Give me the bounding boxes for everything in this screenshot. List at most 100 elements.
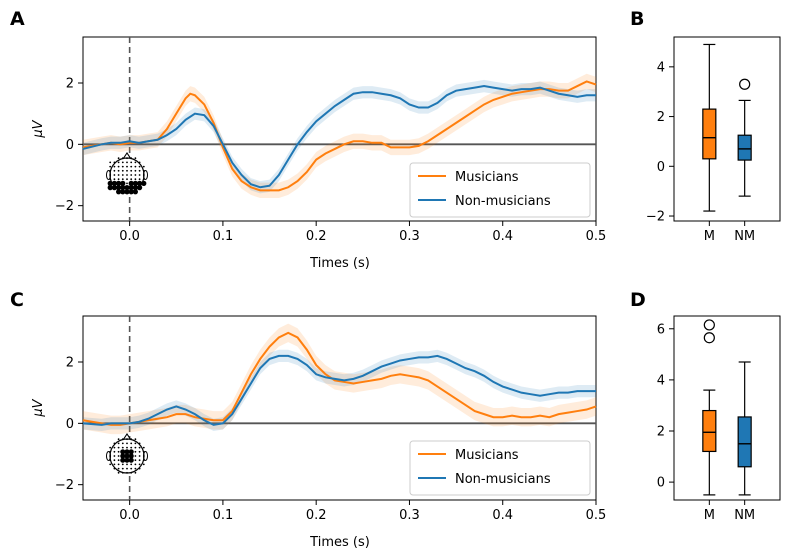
electrode	[121, 463, 124, 466]
y-axis-label: μV	[31, 398, 46, 417]
electrode	[126, 157, 128, 160]
electrode	[126, 446, 128, 449]
plot-area: M NM 0 2 4 6	[657, 319, 755, 523]
electrode	[130, 467, 133, 470]
panel-letter-b: B	[630, 8, 644, 30]
electrode	[117, 438, 120, 441]
electrode	[134, 455, 137, 457]
plot-area: M NM −2 0 2 4	[646, 43, 755, 244]
electrode-highlight	[132, 189, 138, 195]
electrode	[121, 174, 124, 176]
electrode	[126, 438, 128, 441]
electrode-highlight	[120, 457, 126, 463]
electrode	[142, 174, 145, 176]
electrode	[113, 174, 116, 176]
electrode	[130, 471, 133, 474]
electrode	[142, 169, 145, 172]
electrode	[113, 446, 116, 449]
electrode	[113, 463, 116, 466]
legend-box	[409, 162, 591, 218]
y-tick-label: −2	[55, 478, 74, 493]
axes-frame	[82, 315, 597, 501]
electrode	[113, 467, 116, 470]
electrode	[142, 450, 145, 453]
electrode	[117, 455, 120, 457]
electrode	[109, 459, 112, 462]
electrode	[109, 463, 112, 466]
panel-letter-d: D	[630, 289, 646, 311]
x-axis-label: Times (s)	[309, 256, 370, 271]
electrode-highlight	[137, 180, 143, 186]
electrode-highlight	[120, 449, 126, 455]
electrode	[134, 459, 137, 462]
electrode	[126, 182, 128, 185]
electrode	[142, 165, 145, 168]
legend: Musicians Non-musicians	[409, 162, 591, 218]
electrode	[138, 174, 141, 176]
y-tick-label: 6	[657, 322, 665, 337]
electrode	[113, 455, 116, 457]
electrode-highlight	[132, 185, 138, 191]
electrode	[130, 442, 133, 445]
electrode	[126, 178, 128, 181]
electrode	[109, 455, 112, 457]
x-tick-label: 0.2	[306, 508, 327, 523]
electrode	[117, 446, 120, 449]
y-tick-label: −2	[55, 199, 74, 214]
y-tick-label: 0	[657, 476, 665, 491]
y-tick-label: 2	[657, 110, 665, 125]
electrode-highlight	[128, 453, 134, 459]
y-axis-label: μV	[31, 119, 46, 138]
electrode	[126, 165, 128, 168]
boxplot-panel-b: M NM −2 0 2 4	[646, 36, 781, 244]
electrode-highlight	[128, 449, 134, 455]
electrode-highlight	[124, 453, 130, 459]
electrode-highlight	[128, 180, 134, 186]
electrode	[130, 446, 133, 449]
legend-label-musicians: Musicians	[455, 170, 519, 185]
electrode	[130, 157, 133, 160]
confidence-band-non-musicians	[83, 349, 596, 431]
electrode-highlight	[120, 185, 126, 191]
electrode-highlight	[120, 180, 126, 186]
electrode	[134, 169, 137, 172]
electrode	[134, 467, 137, 470]
panel-letter-a: A	[10, 8, 25, 30]
x-tick-label: M	[704, 229, 715, 244]
electrode	[117, 165, 120, 168]
x-tick-label: NM	[734, 229, 755, 244]
y-tick-label: 4	[657, 373, 665, 388]
electrode	[126, 463, 128, 466]
electrode-highlight	[107, 180, 113, 186]
electrode	[121, 446, 124, 449]
x-tick-label: 0.3	[399, 229, 420, 244]
legend-label-musicians: Musicians	[455, 448, 519, 463]
electrode	[142, 178, 145, 181]
electrode	[121, 169, 124, 172]
electrode-highlight	[120, 189, 126, 195]
axes-frame	[673, 36, 781, 222]
box-m	[702, 108, 717, 160]
electrode	[142, 463, 145, 466]
electrode	[134, 174, 137, 176]
electrode	[121, 165, 124, 168]
electrode	[134, 463, 137, 466]
electrode	[126, 471, 128, 474]
panel-letter-c: C	[10, 289, 24, 311]
electrode-highlight	[107, 185, 113, 191]
electrode	[134, 450, 137, 453]
electrode	[134, 165, 137, 168]
electrode	[117, 174, 120, 176]
electrode-highlight	[116, 185, 122, 191]
electrode	[130, 178, 133, 181]
electrode	[134, 442, 137, 445]
electrode	[138, 463, 141, 466]
x-tick-label: 0.2	[306, 229, 327, 244]
electrode	[138, 450, 141, 453]
electrode-highlight	[116, 180, 122, 186]
series-line-musicians	[82, 80, 597, 192]
confidence-band-musicians	[83, 73, 596, 198]
electrode	[117, 463, 120, 466]
electrode	[117, 471, 120, 474]
